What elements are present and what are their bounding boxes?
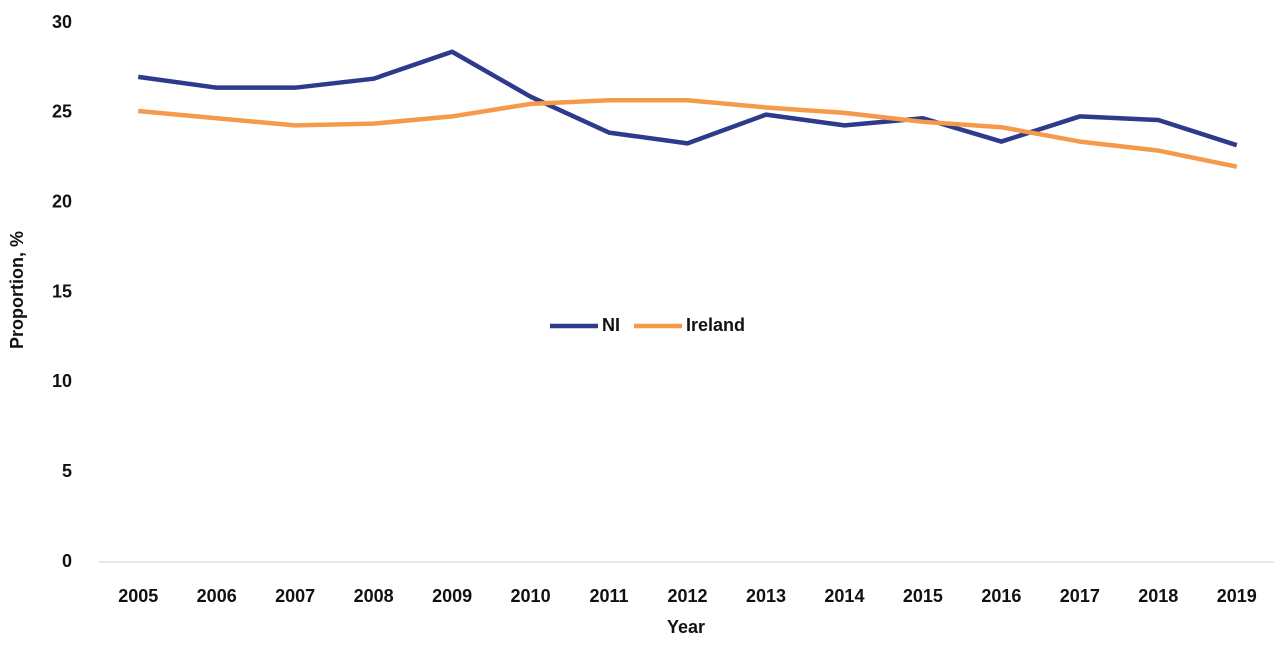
x-tick-label: 2013	[746, 586, 786, 606]
x-tick-label: 2005	[118, 586, 158, 606]
x-tick-label: 2019	[1217, 586, 1257, 606]
x-tick-label: 2014	[824, 586, 864, 606]
x-tick-label: 2015	[903, 586, 943, 606]
y-tick-label: 5	[62, 461, 72, 481]
x-tick-label: 2008	[354, 586, 394, 606]
line-series	[137, 49, 1238, 148]
y-tick-label: 30	[52, 12, 72, 32]
x-tick-label: 2016	[981, 586, 1021, 606]
y-axis-title: Proportion, %	[7, 231, 27, 349]
x-tick-label: 2006	[197, 586, 237, 606]
x-tick-label: 2011	[590, 586, 629, 606]
x-tick-label: 2009	[432, 586, 472, 606]
x-tick-label: 2010	[511, 586, 551, 606]
x-tick-label: 2007	[275, 586, 315, 606]
legend-label: NI	[602, 315, 620, 335]
line-series	[138, 98, 1238, 169]
y-tick-label: 10	[52, 371, 72, 391]
x-tick-label: 2018	[1138, 586, 1178, 606]
y-tick-label: 15	[52, 281, 72, 301]
y-tick-label: 0	[62, 551, 72, 571]
x-tick-label: 2017	[1060, 586, 1100, 606]
y-tick-label: 25	[52, 102, 72, 122]
y-tick-label: 20	[52, 191, 72, 211]
legend-label: Ireland	[686, 315, 745, 335]
x-axis-title: Year	[667, 617, 705, 637]
x-tick-label: 2012	[667, 586, 707, 606]
